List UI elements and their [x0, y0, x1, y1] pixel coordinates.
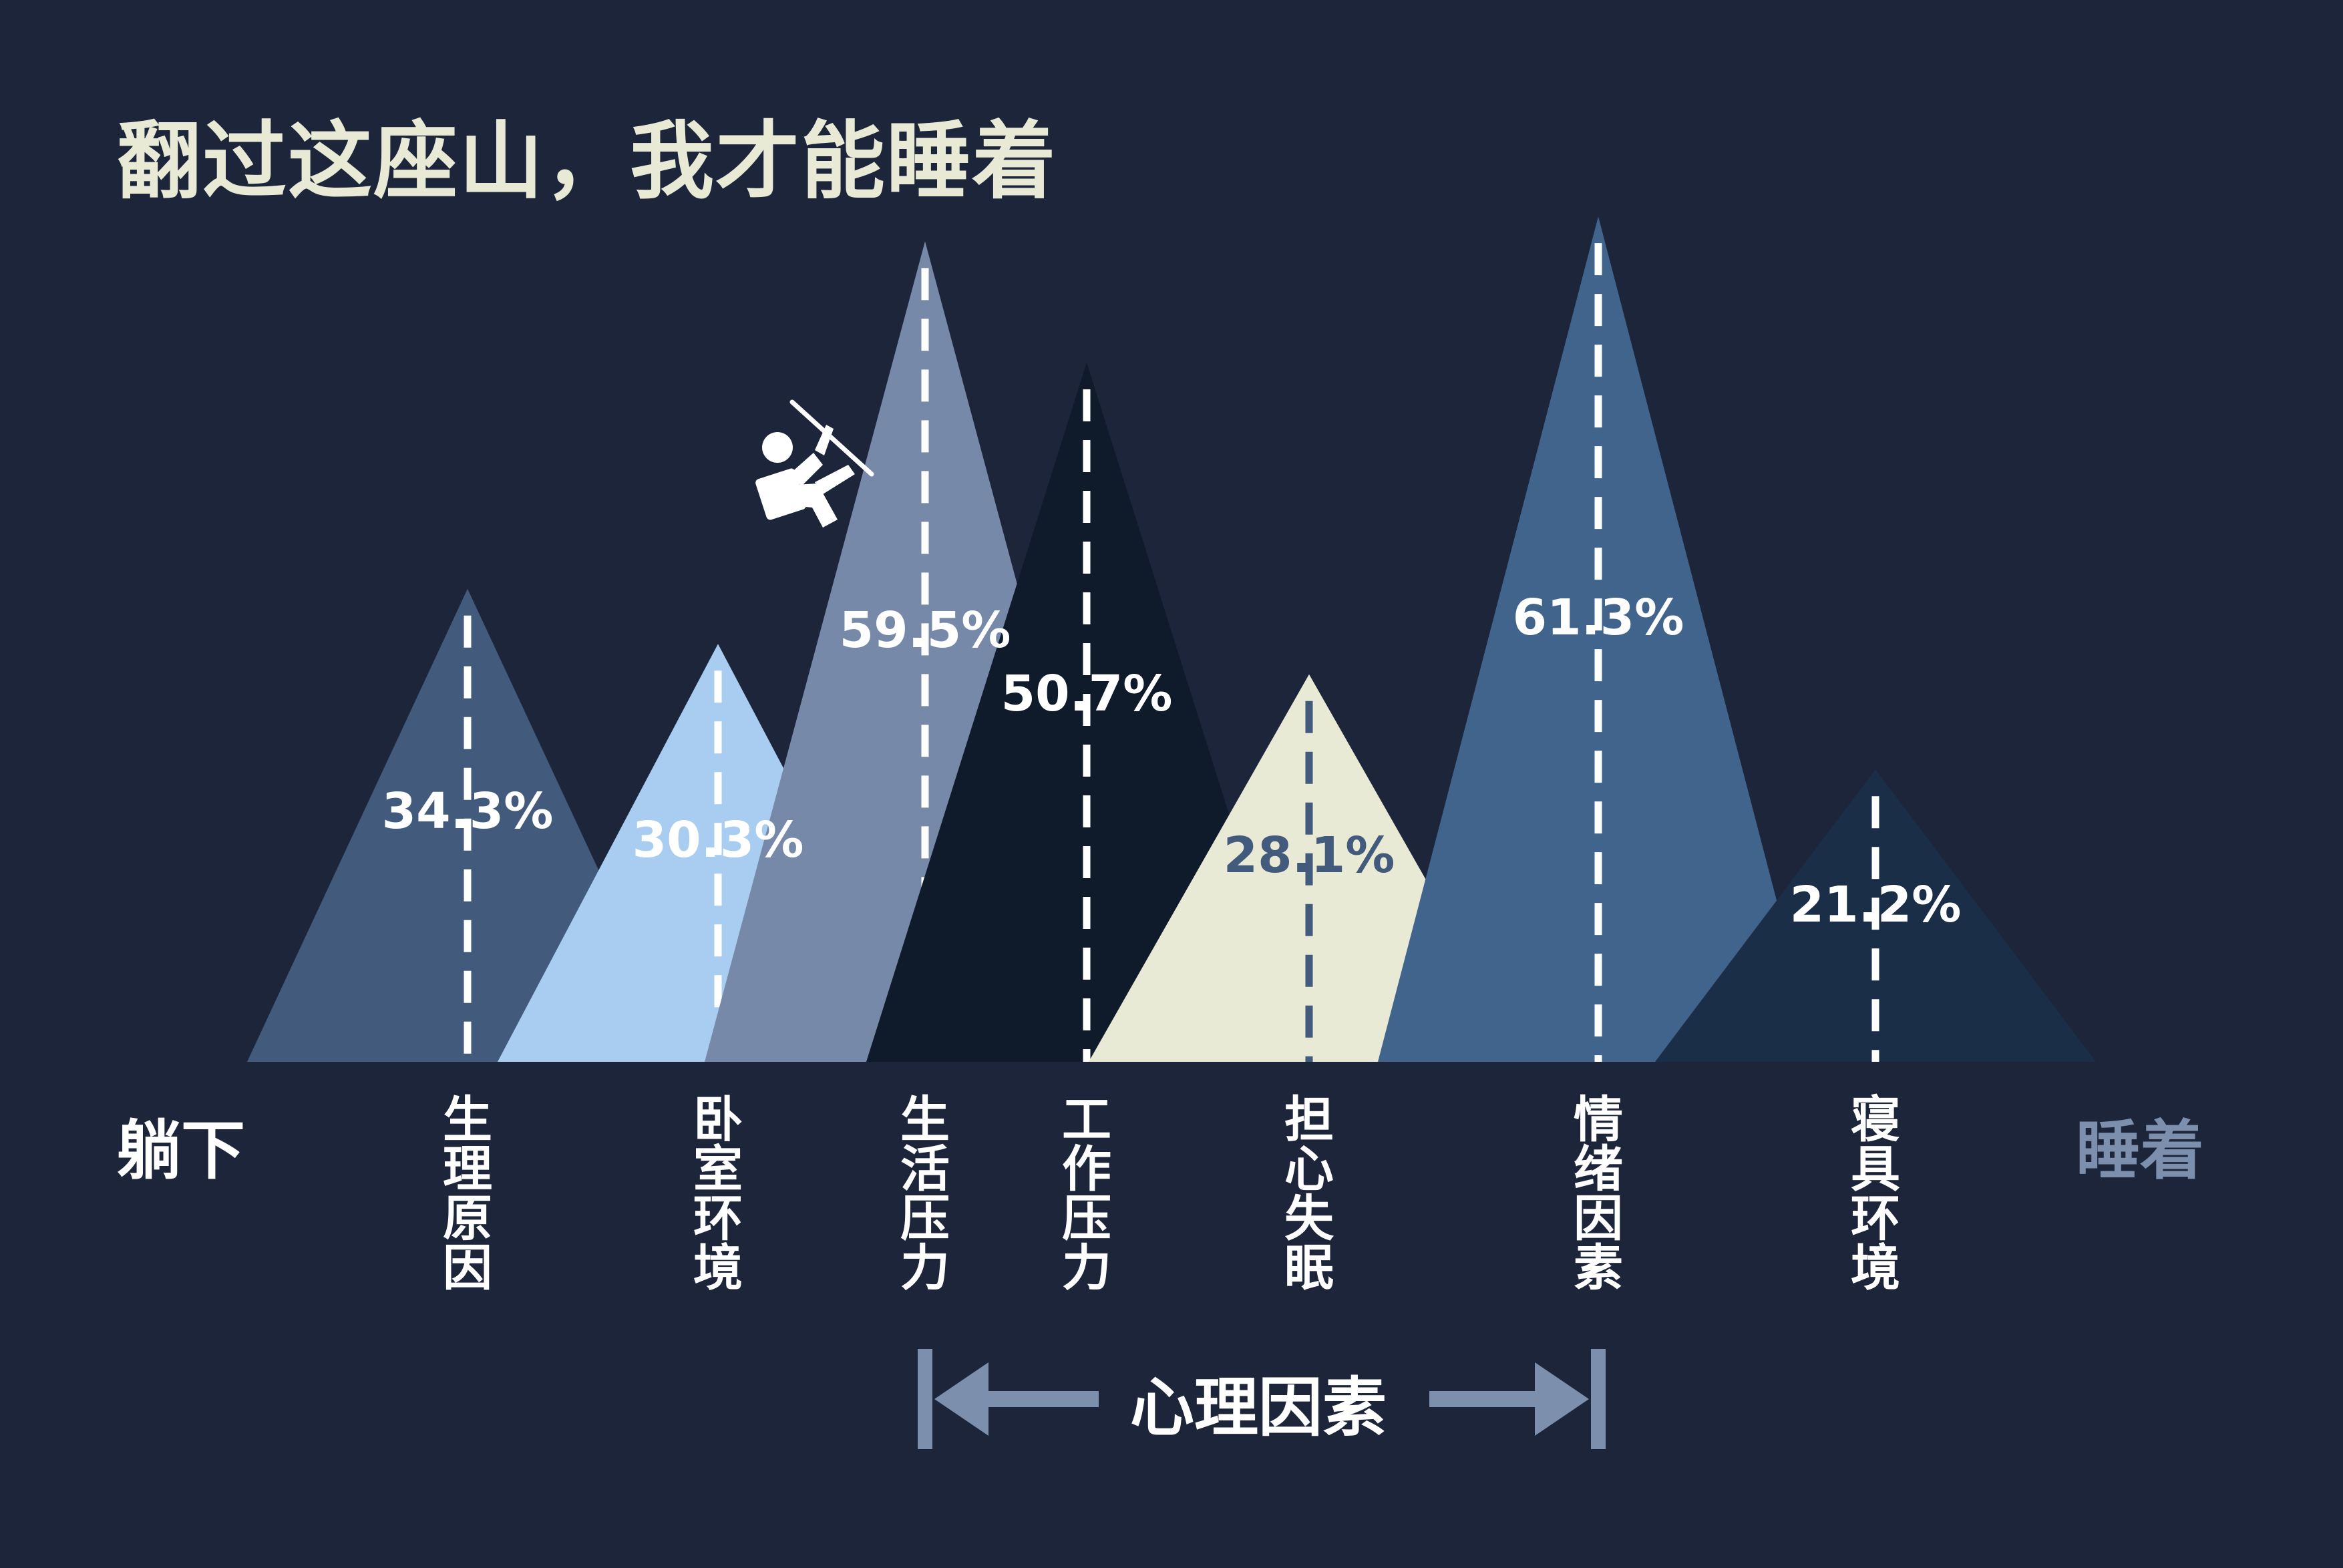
mountains-layer: [247, 216, 2096, 1062]
end-label: 睡着: [2076, 1113, 2204, 1188]
bracket-right-bar: [1591, 1349, 1606, 1449]
category-label-5: 担 心 失 眠: [1284, 1091, 1334, 1297]
psych-bracket: [918, 1349, 1606, 1449]
start-label: 躺下: [117, 1113, 245, 1188]
bracket-left-bar: [918, 1349, 932, 1449]
value-label-3: 59.5%: [839, 602, 1011, 660]
category-label-1: 生 理 原 因: [443, 1091, 492, 1297]
value-label-5: 28.1%: [1223, 827, 1395, 885]
category-label-4: 工 作 压 力: [1062, 1091, 1111, 1297]
category-label-6: 情 绪 因 素: [1574, 1091, 1623, 1297]
value-label-6: 61.3%: [1512, 588, 1684, 646]
chart-title: 翻过这座山，我才能睡着: [117, 112, 1057, 210]
value-label-1: 34.3%: [381, 782, 554, 840]
mountain-climber-icon: [755, 399, 874, 528]
value-label-4: 50.7%: [1001, 664, 1173, 723]
value-label-2: 30.3%: [632, 811, 804, 869]
bracket-label: 心理因素: [1130, 1370, 1387, 1445]
value-label-7: 21.2%: [1789, 876, 1962, 934]
category-label-2: 卧 室 环 境: [693, 1091, 743, 1297]
category-label-3: 生 活 压 力: [900, 1091, 950, 1297]
bracket-right-arrowhead: [1535, 1362, 1589, 1436]
mountain-6: [1378, 216, 1819, 1062]
bracket-left-arrowhead: [934, 1362, 988, 1436]
category-label-7: 寝 具 环 境: [1851, 1091, 1900, 1297]
